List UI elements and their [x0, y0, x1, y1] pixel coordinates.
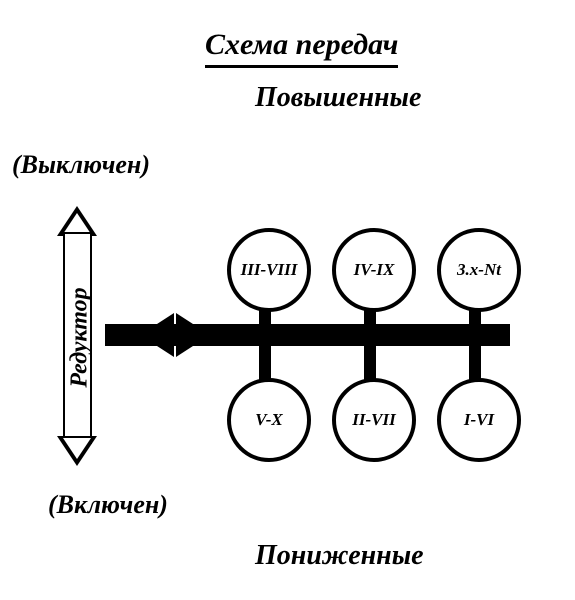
gear-pos-bot-2: II-VII	[332, 378, 416, 462]
gear-pos-bot-1-label: V-X	[255, 410, 282, 430]
stem-bot-3	[469, 342, 481, 382]
gear-scheme-diagram: Схема передач Повышенные (Выключен) Реду…	[0, 0, 575, 600]
shift-arrow-left-icon	[140, 313, 174, 357]
stem-bot-2	[364, 342, 376, 382]
gear-pos-bot-3: I-VI	[437, 378, 521, 462]
shift-arrow-right-icon	[176, 313, 210, 357]
diagram-title: Схема передач	[205, 28, 398, 68]
gear-pos-top-1-label: III-VIII	[241, 260, 298, 280]
arrow-head-down-icon	[57, 436, 97, 466]
row-label-top: Повышенные	[255, 82, 421, 114]
reducer-off-label: (Выключен)	[12, 150, 150, 180]
reducer-label: Редуктор	[67, 278, 94, 398]
reducer-on-label: (Включен)	[48, 490, 168, 520]
gear-pos-top-1: III-VIII	[227, 228, 311, 312]
gear-pos-bot-2-label: II-VII	[352, 410, 395, 430]
gear-pos-top-3-label: 3.x-Nt	[457, 260, 501, 280]
row-label-bottom: Пониженные	[255, 540, 424, 572]
gear-pos-top-3: 3.x-Nt	[437, 228, 521, 312]
gear-pos-bot-3-label: I-VI	[464, 410, 494, 430]
gear-pos-bot-1: V-X	[227, 378, 311, 462]
gear-pos-top-2: IV-IX	[332, 228, 416, 312]
reducer-arrow: Редуктор	[56, 206, 98, 466]
gear-pos-top-2-label: IV-IX	[354, 260, 395, 280]
stem-bot-1	[259, 342, 271, 382]
